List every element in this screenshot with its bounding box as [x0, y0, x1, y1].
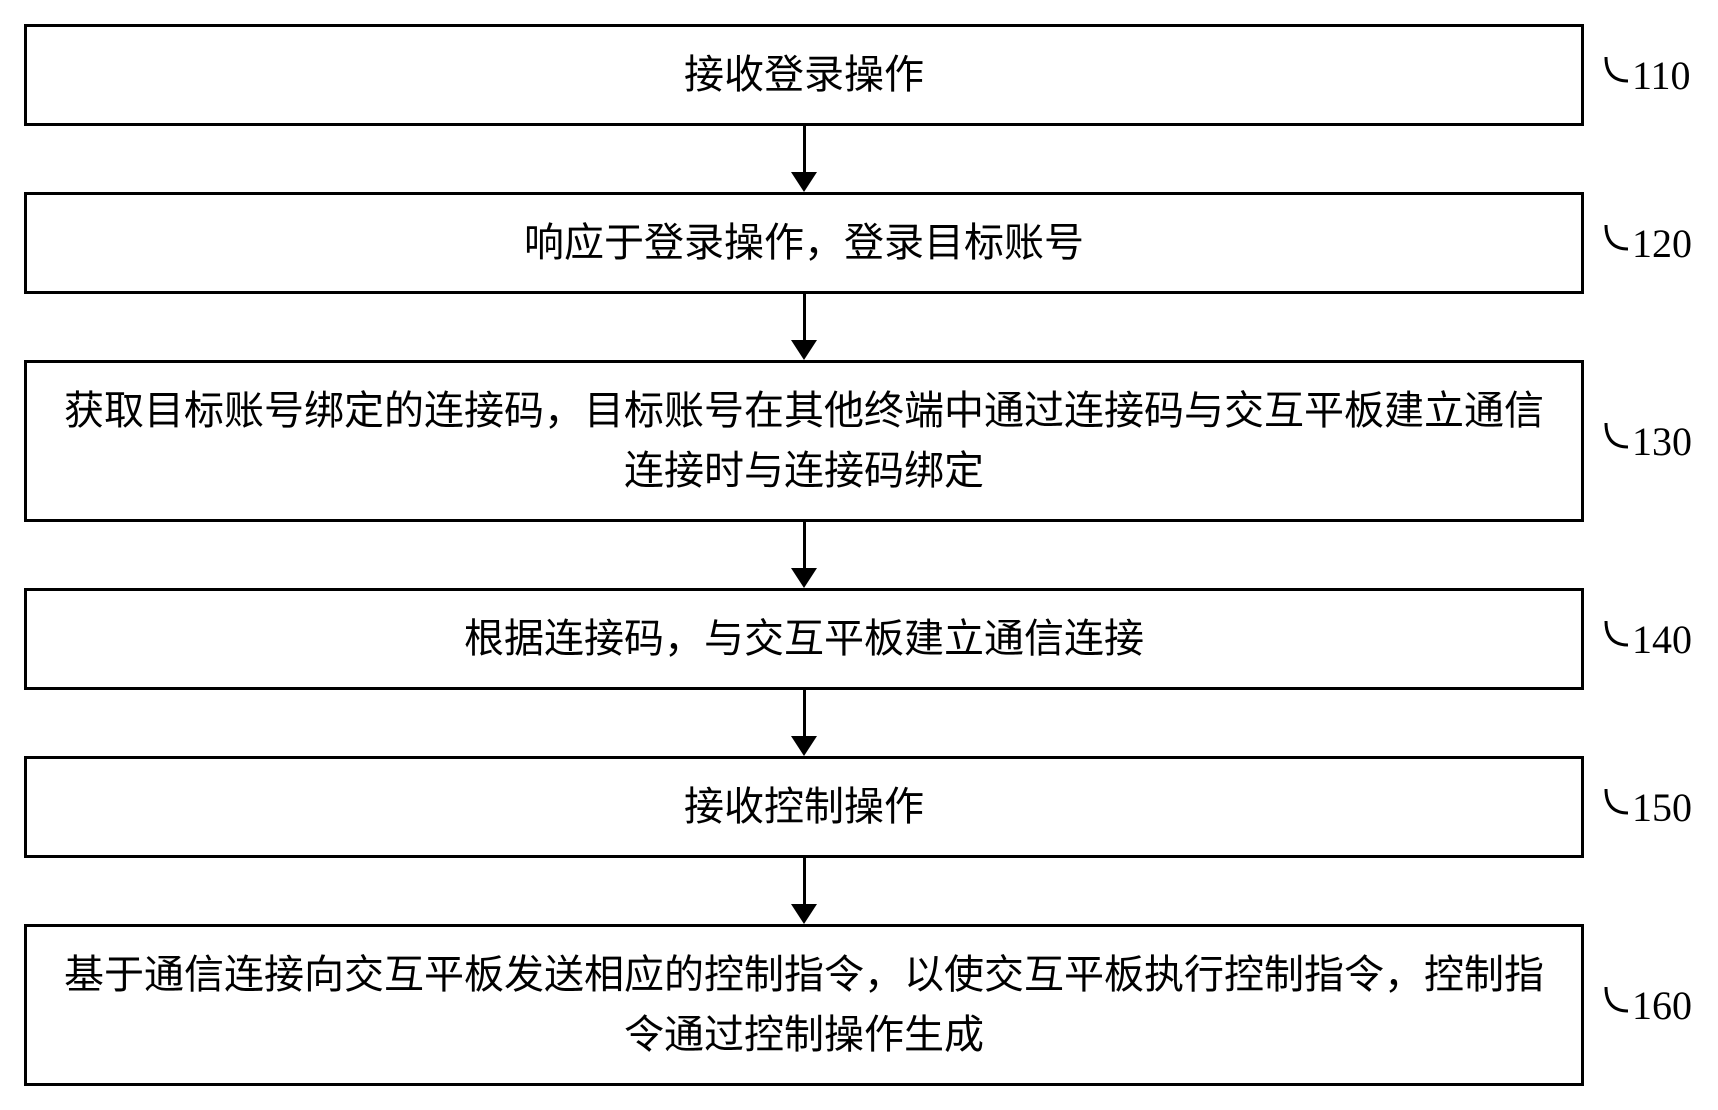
step-box-6: 基于通信连接向交互平板发送相应的控制指令，以使交互平板执行控制指令，控制指令通过…	[24, 924, 1584, 1086]
callout-curve-icon	[1604, 223, 1632, 263]
step-label-wrap-6: 160	[1604, 982, 1694, 1029]
step-text: 接收登录操作	[684, 45, 924, 105]
step-text: 获取目标账号绑定的连接码，目标账号在其他终端中通过连接码与交互平板建立通信连接时…	[51, 381, 1557, 501]
step-row-5: 接收控制操作 150	[24, 756, 1694, 858]
step-label-wrap-5: 150	[1604, 784, 1694, 831]
step-label: 150	[1632, 784, 1692, 831]
step-label-wrap-3: 130	[1604, 418, 1694, 465]
step-row-4: 根据连接码，与交互平板建立通信连接 140	[24, 588, 1694, 690]
step-label: 140	[1632, 616, 1692, 663]
callout-curve-icon	[1604, 421, 1632, 461]
step-text: 接收控制操作	[684, 777, 924, 837]
arrow-line	[803, 294, 806, 340]
step-row-1: 接收登录操作 110	[24, 24, 1694, 126]
arrow-3	[791, 522, 817, 588]
arrow-head-icon	[791, 340, 817, 360]
step-box-3: 获取目标账号绑定的连接码，目标账号在其他终端中通过连接码与交互平板建立通信连接时…	[24, 360, 1584, 522]
flowchart-container: 接收登录操作 110 响应于登录操作，登录目标账号 120 获取目标账号绑定的连…	[24, 24, 1694, 1086]
arrow-4	[791, 690, 817, 756]
arrow-5	[791, 858, 817, 924]
step-label: 120	[1632, 220, 1692, 267]
step-row-2: 响应于登录操作，登录目标账号 120	[24, 192, 1694, 294]
callout-curve-icon	[1604, 985, 1632, 1025]
callout-curve-icon	[1604, 619, 1632, 659]
step-text: 根据连接码，与交互平板建立通信连接	[464, 609, 1144, 669]
step-label-wrap-4: 140	[1604, 616, 1694, 663]
step-box-2: 响应于登录操作，登录目标账号	[24, 192, 1584, 294]
step-box-4: 根据连接码，与交互平板建立通信连接	[24, 588, 1584, 690]
arrow-1	[791, 126, 817, 192]
arrow-head-icon	[791, 736, 817, 756]
arrow-head-icon	[791, 904, 817, 924]
step-label: 110	[1632, 52, 1691, 99]
arrow-head-icon	[791, 172, 817, 192]
step-box-1: 接收登录操作	[24, 24, 1584, 126]
arrow-line	[803, 522, 806, 568]
callout-curve-icon	[1604, 55, 1632, 95]
step-text: 响应于登录操作，登录目标账号	[524, 213, 1084, 273]
arrow-line	[803, 126, 806, 172]
step-label-wrap-2: 120	[1604, 220, 1694, 267]
step-label-wrap-1: 110	[1604, 52, 1694, 99]
step-text: 基于通信连接向交互平板发送相应的控制指令，以使交互平板执行控制指令，控制指令通过…	[51, 945, 1557, 1065]
arrow-head-icon	[791, 568, 817, 588]
arrow-2	[791, 294, 817, 360]
step-box-5: 接收控制操作	[24, 756, 1584, 858]
step-row-6: 基于通信连接向交互平板发送相应的控制指令，以使交互平板执行控制指令，控制指令通过…	[24, 924, 1694, 1086]
arrow-line	[803, 858, 806, 904]
callout-curve-icon	[1604, 787, 1632, 827]
step-row-3: 获取目标账号绑定的连接码，目标账号在其他终端中通过连接码与交互平板建立通信连接时…	[24, 360, 1694, 522]
arrow-line	[803, 690, 806, 736]
step-label: 160	[1632, 982, 1692, 1029]
step-label: 130	[1632, 418, 1692, 465]
